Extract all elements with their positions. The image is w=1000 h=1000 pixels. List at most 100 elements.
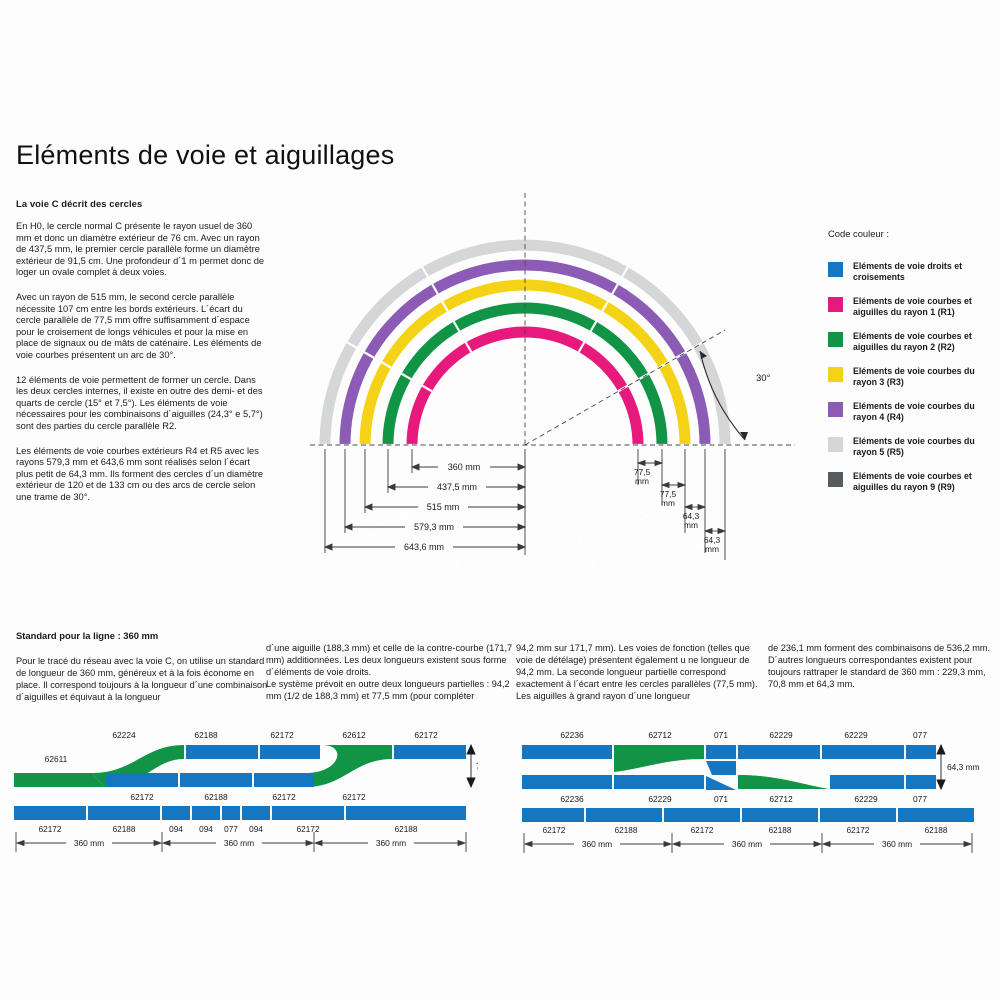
gap-label-2-value: 77,5 bbox=[660, 489, 677, 499]
r-gap-label-643: 64,3 mm bbox=[947, 762, 980, 772]
label-bot-5: 094 bbox=[249, 825, 263, 834]
seg-62188-upper bbox=[186, 745, 258, 759]
schematic-left-bottom-labels: 62172 62188 094 094 077 094 62172 62188 bbox=[39, 825, 418, 834]
r-label-top-4: 62229 bbox=[844, 730, 868, 740]
schematic-left-mid-row bbox=[14, 773, 314, 787]
label-bot-3: 094 bbox=[199, 825, 213, 834]
gap-label-2-unit: mm bbox=[661, 498, 675, 508]
legend-item-r3: Eléments de voie courbes du rayon 3 (R3) bbox=[828, 366, 994, 388]
intro-subheading: La voie C décrit des cercles bbox=[16, 198, 143, 209]
label-top-3: 62612 bbox=[342, 730, 366, 740]
legend-swatch-straight bbox=[828, 262, 843, 277]
gap-label-4-value: 64,3 bbox=[704, 535, 721, 545]
legend-item-r2: Eléments de voie courbes et aiguilles du… bbox=[828, 331, 994, 353]
r-label-mid-1: 62229 bbox=[648, 794, 672, 804]
schematic-left-bottom-row bbox=[14, 806, 466, 820]
track-schematic-right: 62236 62712 071 62229 62229 077 bbox=[516, 728, 986, 858]
intro-paragraph-1: En H0, le cercle normal C présente le ra… bbox=[16, 221, 265, 278]
r-label-bot-3: 62188 bbox=[769, 826, 792, 835]
bottom-column-4: de 236,1 mm forment des combinaisons de … bbox=[768, 643, 991, 689]
radius-label-515: 515 mm bbox=[427, 502, 460, 512]
r-label-mid-4: 62229 bbox=[854, 794, 878, 804]
legend-swatch-r5 bbox=[828, 437, 843, 452]
page-title: Eléments de voie et aiguillages bbox=[16, 140, 395, 170]
schematic-right-gap-indicator bbox=[936, 743, 946, 791]
legend-label-r3: Eléments de voie courbes du rayon 3 (R3) bbox=[853, 366, 975, 387]
label-top-0: 62224 bbox=[112, 730, 136, 740]
gap-label-1-unit: mm bbox=[635, 476, 649, 486]
legend-item-r5: Eléments de voie courbes du rayon 5 (R5) bbox=[828, 436, 994, 458]
curve-62611 bbox=[14, 773, 104, 787]
r-label-bot-0: 62172 bbox=[543, 826, 566, 835]
legend-label-r2: Eléments de voie courbes et aiguilles du… bbox=[853, 331, 972, 352]
r-label-top-0: 62236 bbox=[560, 730, 584, 740]
r-label-mid-2: 071 bbox=[714, 794, 728, 804]
label-bot-4: 077 bbox=[224, 825, 238, 834]
radius-label-6436: 643,6 mm bbox=[404, 542, 444, 552]
legend-label-r5: Eléments de voie courbes du rayon 5 (R5) bbox=[853, 436, 975, 457]
gap-dimension-lines bbox=[636, 459, 727, 535]
label-bot-0: 62172 bbox=[39, 825, 62, 834]
r-label-bot-4: 62172 bbox=[847, 826, 870, 835]
label-bot-6: 62172 bbox=[297, 825, 320, 834]
schematic-right-upper-row bbox=[522, 745, 936, 775]
intro-paragraph-4: Les éléments de voie courbes extérieurs … bbox=[16, 445, 263, 502]
angle-indicator-30: 30° bbox=[699, 350, 771, 441]
radius-extension-lines bbox=[324, 449, 526, 555]
schematic-left-mid-labels: 62172 62188 62172 62172 bbox=[130, 792, 366, 802]
label-side-62611: 62611 bbox=[45, 754, 68, 764]
legend-item-straight: Eléments de voie droits et croisements bbox=[828, 261, 994, 283]
r-label-bot-1: 62188 bbox=[615, 826, 638, 835]
legend-label-r1: Eléments de voie courbes et aiguilles du… bbox=[853, 296, 972, 317]
r-label-top-1: 62712 bbox=[648, 730, 672, 740]
angle-label-30: 30° bbox=[756, 373, 771, 384]
label-mid-2: 62172 bbox=[272, 792, 296, 802]
intro-text-column: La voie C décrit des cercles En H0, le c… bbox=[16, 198, 266, 516]
arc-30deg-ray bbox=[524, 329, 726, 446]
track-schematic-left-svg: 62224 62188 62172 62612 62172 62611 bbox=[14, 730, 478, 852]
bottom-heading: Standard pour la ligne : 360 mm bbox=[16, 630, 159, 641]
curve-62612-shape bbox=[306, 745, 392, 787]
legend-swatch-r2 bbox=[828, 332, 843, 347]
track-schematic-left: 62224 62188 62172 62612 62172 62611 bbox=[14, 728, 478, 858]
label-bot-7: 62188 bbox=[395, 825, 418, 834]
legend-swatch-r9 bbox=[828, 472, 843, 487]
gap-dimension-labels: 77,5 mm 77,5 mm 64,3 mm 64,3 mm bbox=[634, 467, 721, 554]
schematic-right-dim-labels: 360 mm 360 mm 360 mm bbox=[574, 837, 920, 849]
radius-arc-diagram: 30° bbox=[270, 185, 830, 565]
legend-label-straight: Eléments de voie droits et croisements bbox=[853, 261, 963, 282]
r-label-mid-0: 62236 bbox=[560, 794, 584, 804]
label-top-1: 62188 bbox=[194, 730, 218, 740]
legend-swatch-r1 bbox=[828, 297, 843, 312]
legend-item-r4: Eléments de voie courbes du rayon 4 (R4) bbox=[828, 401, 994, 423]
legend-swatch-r4 bbox=[828, 402, 843, 417]
r-label-mid-5: 077 bbox=[913, 794, 927, 804]
schematic-left-top-labels: 62224 62188 62172 62612 62172 62611 bbox=[45, 730, 438, 764]
arc-axes bbox=[310, 193, 795, 446]
bottom-column-1: Pour le tracé du réseau avec la voie C, … bbox=[16, 656, 268, 702]
schematic-right-mid-labels: 62236 62229 071 62712 62229 077 bbox=[560, 794, 927, 804]
dim-label-r1: 360 mm bbox=[732, 839, 762, 849]
bottom-column-3: 94,2 mm sur 171,7 mm). Les voies de fonc… bbox=[516, 643, 758, 701]
legend-label-r4: Eléments de voie courbes du rayon 4 (R4) bbox=[853, 401, 975, 422]
schematic-right-top-labels: 62236 62712 071 62229 62229 077 bbox=[560, 730, 927, 740]
label-mid-1: 62188 bbox=[204, 792, 228, 802]
dim-label-l1: 360 mm bbox=[224, 838, 254, 848]
gap-extension-lines bbox=[637, 449, 726, 560]
r-label-bot-2: 62172 bbox=[691, 826, 714, 835]
dim-label-r2: 360 mm bbox=[882, 839, 912, 849]
dim-label-l0: 360 mm bbox=[74, 838, 104, 848]
seg-62172-mid-1 bbox=[106, 773, 178, 787]
label-bot-1: 62188 bbox=[113, 825, 136, 834]
legend-label-r9: Eléments de voie courbes et aiguilles du… bbox=[853, 471, 972, 492]
gap-label-3-value: 64,3 bbox=[683, 511, 700, 521]
r-label-top-5: 077 bbox=[913, 730, 927, 740]
schematic-right-bottom-labels: 62172 62188 62172 62188 62172 62188 bbox=[543, 826, 948, 835]
label-mid-0: 62172 bbox=[130, 792, 154, 802]
schematic-left-dim-labels: 360 mm 360 mm 360 mm bbox=[66, 836, 414, 848]
radius-label-5793: 579,3 mm bbox=[414, 522, 454, 532]
dim-label-l2: 360 mm bbox=[376, 838, 406, 848]
legend-title: Code couleur : bbox=[828, 228, 889, 239]
r-curve-62712 bbox=[614, 745, 704, 772]
label-mid-3: 62172 bbox=[342, 792, 366, 802]
